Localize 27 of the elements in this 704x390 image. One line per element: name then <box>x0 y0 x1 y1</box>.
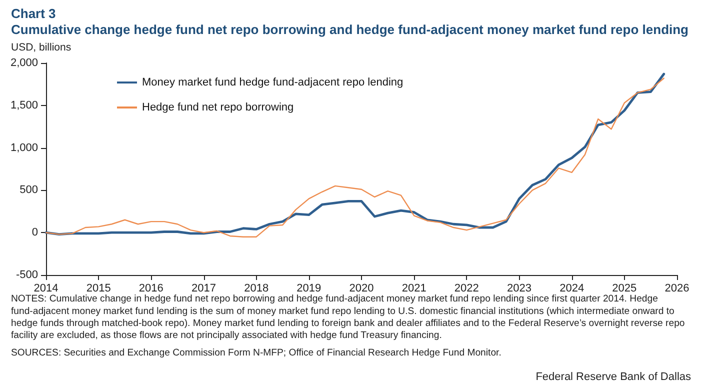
y-tick-label: 2,000 <box>10 57 38 69</box>
x-tick-label: 2014 <box>34 282 58 294</box>
x-tick-label: 2019 <box>296 282 322 294</box>
x-tick-label: 2016 <box>138 282 164 294</box>
text: Federal Reserve Bank of Dallas <box>536 371 692 384</box>
chart-title: Chart 3 <box>11 6 56 21</box>
chart-subtitle: Cumulative change hedge fund net repo borrowing and hedge fund-adjacent money market fund repo lending <box>11 22 689 37</box>
x-tick-label: 2021 <box>402 282 426 294</box>
x-tick-label: 2017 <box>192 282 216 294</box>
y-tick-label: 500 <box>20 184 38 196</box>
x-tick-label: 2020 <box>349 282 374 294</box>
text: NOTES: Cumulative change in hedge fund net repo borrowing and hedge fund-adjacent money market fund repo lending since first quarter 2014. Hedge fund-adjacent money market fund lending is the sum of money market fund repo lending to U.S. domestic financial institutions (which intermediate onward to hedge funds through matched-book repo). Money market fund lending to foreign bank and dealer affiliates and to the Federal Reserve’s overnight reverse repo facility are excluded, as those flows are not principally associated with hedge fund Treasury financing. <box>11 294 688 342</box>
y-tick-label: 0 <box>32 226 38 239</box>
x-tick-label: 2015 <box>86 282 111 294</box>
y-axis-title: USD, billions <box>11 42 72 54</box>
source-note: SOURCES: Securities and Exchange Commission Form N-MFP; Office of Financial Research Hedge Fund Monitor. <box>11 348 502 359</box>
x-tick-label: 2022 <box>454 282 479 294</box>
legend-label: Hedge fund net repo borrowing <box>142 102 294 114</box>
legend-label: Money market fund hedge fund-adjacent repo lending <box>142 76 404 88</box>
x-tick-label: 2025 <box>612 282 637 294</box>
y-tick-label: 1,500 <box>10 99 38 112</box>
x-tick-label: 2023 <box>507 282 532 294</box>
y-tick-label: 1,000 <box>10 142 38 154</box>
y-tick-label: -500 <box>16 269 38 281</box>
x-tick-label: 2024 <box>560 282 584 294</box>
x-tick-label: 2018 <box>244 282 269 294</box>
x-tick-label: 2026 <box>664 282 690 294</box>
